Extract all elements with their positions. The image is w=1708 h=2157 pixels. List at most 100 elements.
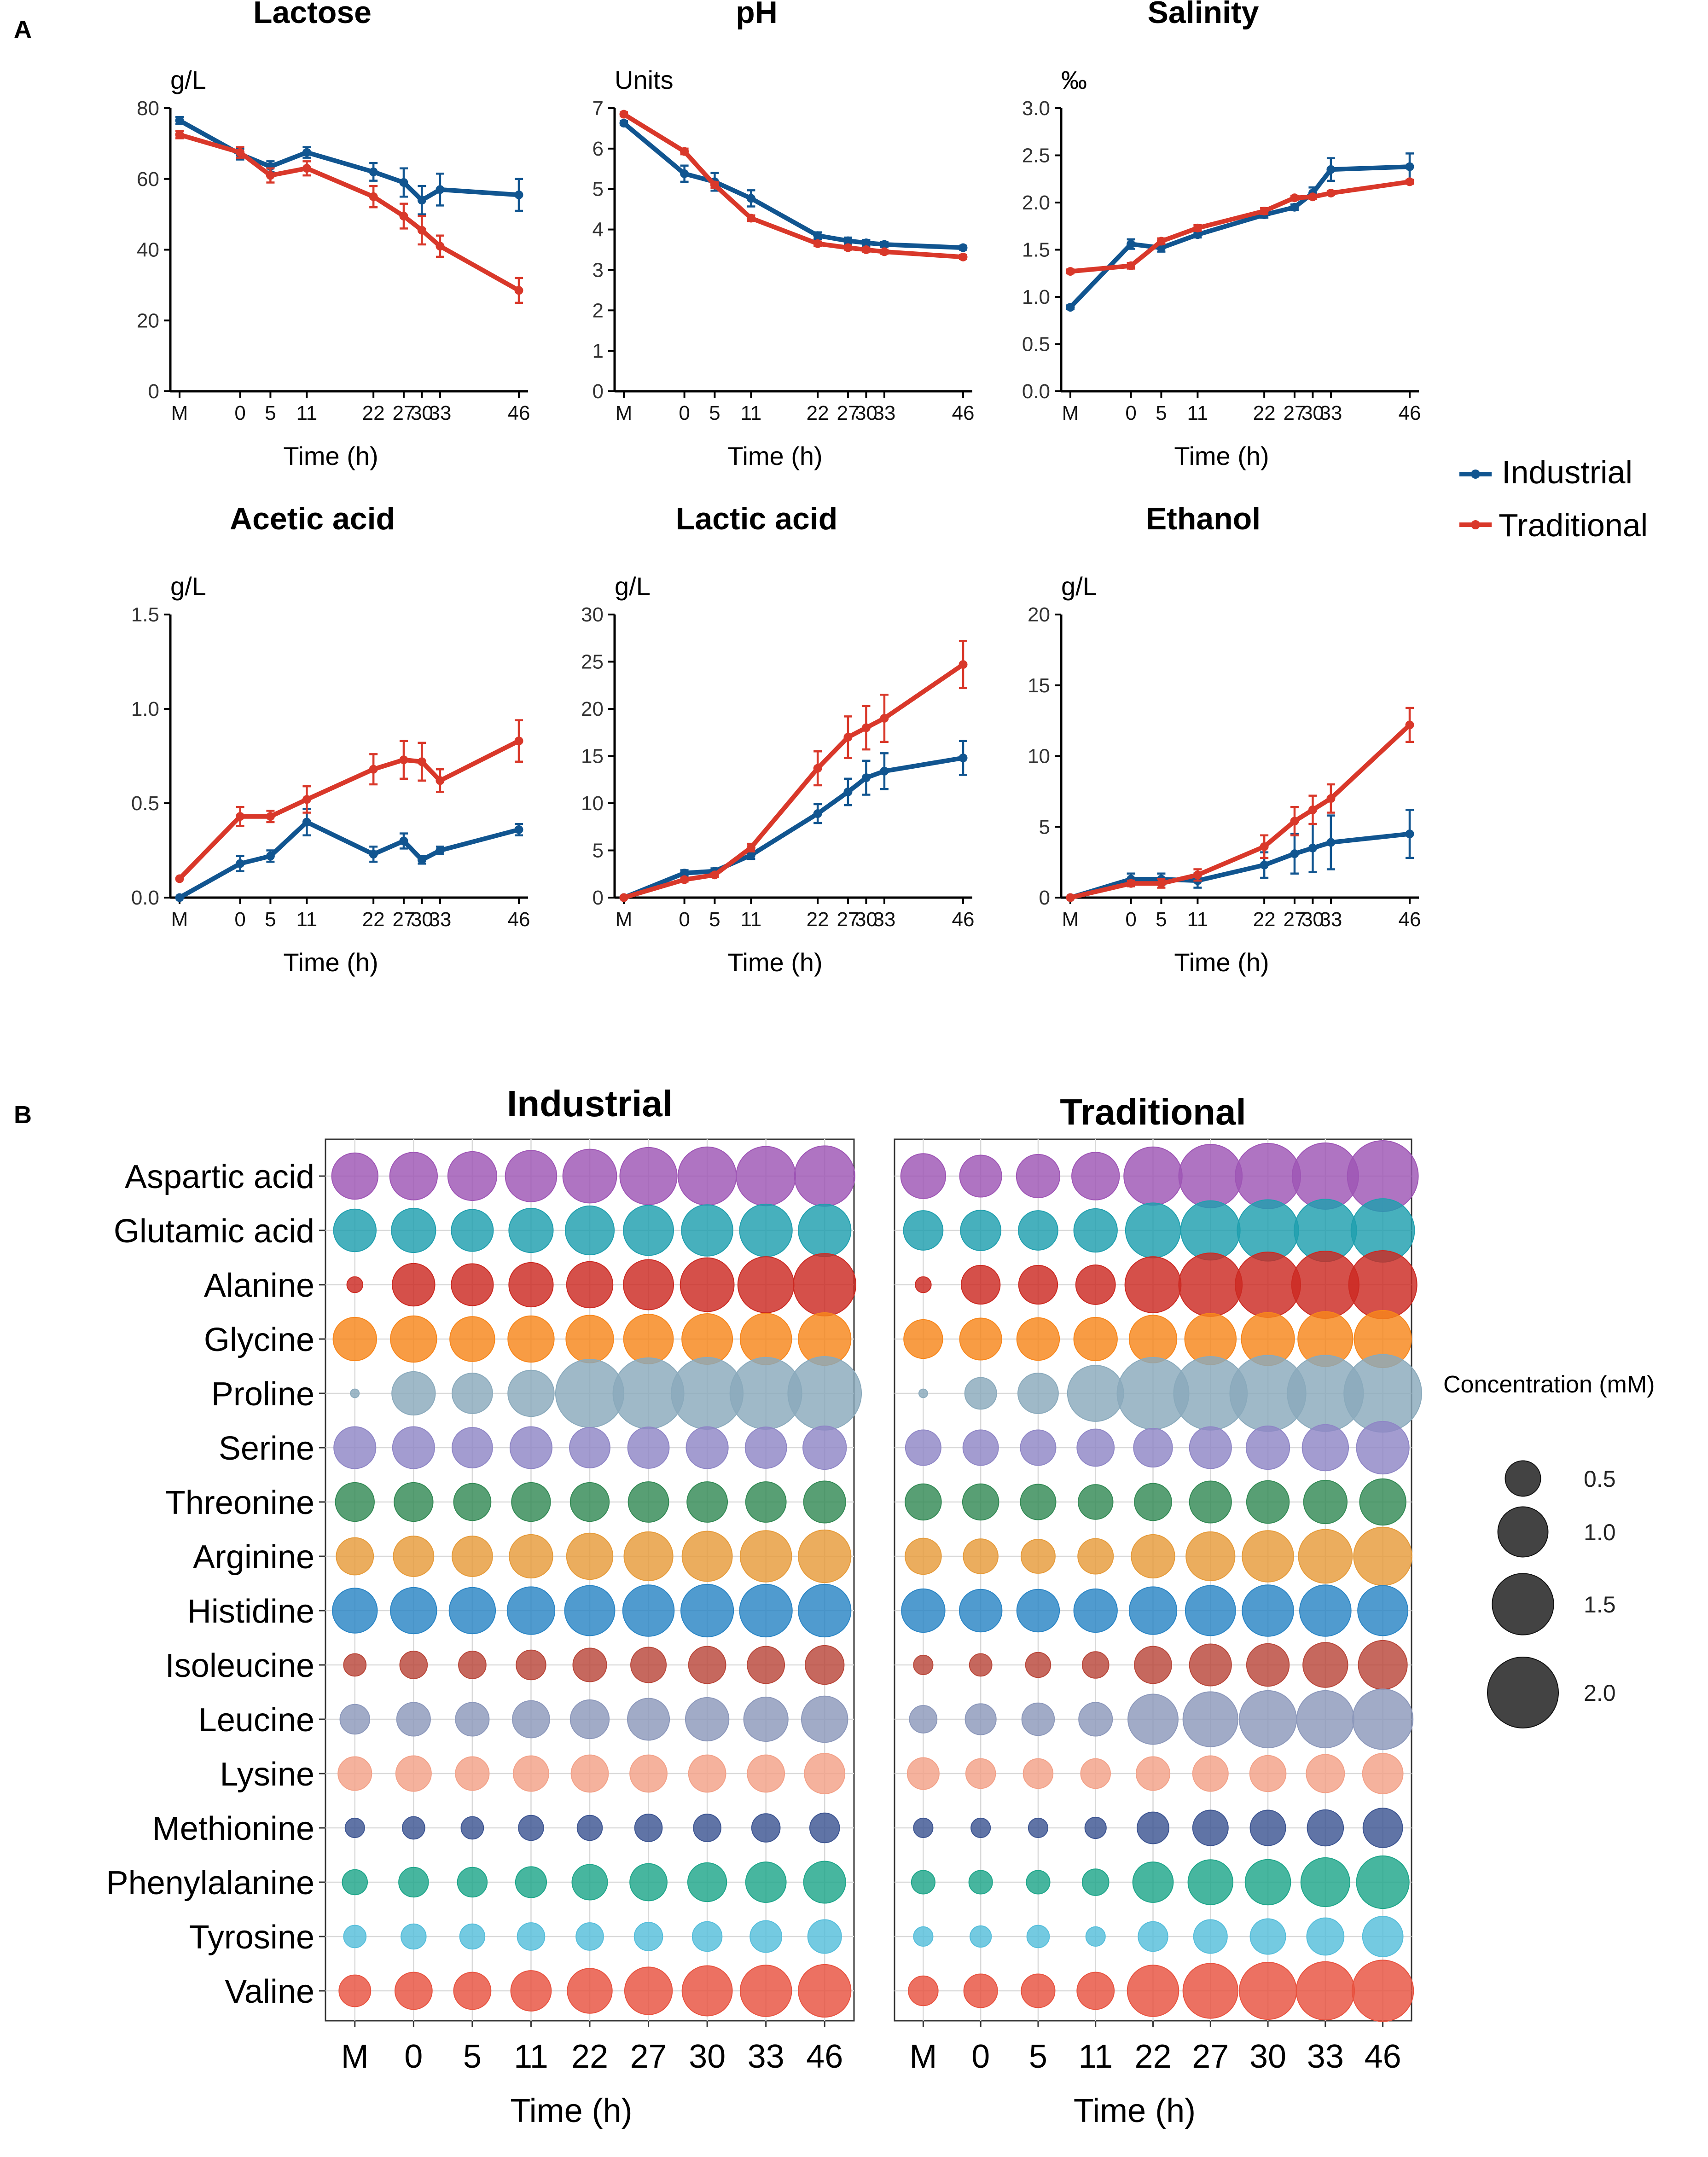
bubble-aspartic-acid	[1123, 1146, 1183, 1206]
data-point	[436, 776, 445, 785]
series-industrial	[175, 808, 523, 902]
row-label-glycine: Glycine	[204, 1322, 314, 1358]
bubble-aspartic-acid	[1178, 1144, 1243, 1208]
bubble-alanine	[793, 1253, 857, 1316]
x-tick-label: 33	[1319, 402, 1342, 424]
y-tick-label: 20	[137, 309, 159, 332]
bubble-methionine	[1084, 1816, 1107, 1839]
bubble-phenylalanine	[398, 1867, 429, 1898]
legend-industrial-marker	[1471, 470, 1480, 479]
x-tick-label: 22	[571, 2038, 608, 2075]
data-point	[1405, 162, 1414, 171]
x-tick-label: 5	[463, 2038, 482, 2075]
bubble-glycine	[332, 1316, 377, 1362]
panel-title: Industrial	[507, 1083, 673, 1124]
bubble-arginine	[681, 1531, 733, 1582]
series-industrial	[619, 740, 968, 902]
x-tick-label: 27	[1192, 2038, 1229, 2075]
y-tick-label: 0	[593, 380, 604, 403]
bubble-phenylalanine	[457, 1867, 488, 1898]
data-point	[436, 185, 445, 194]
line-legend: Industrial Traditional	[1459, 454, 1648, 543]
bubble-glycine	[390, 1315, 437, 1363]
bubble-phenylalanine	[515, 1866, 547, 1898]
x-tick-label: 30	[411, 908, 433, 931]
y-axis-unit-label: g/L	[1061, 572, 1097, 601]
size-legend-title: Concentration (mM)	[1443, 1371, 1655, 1398]
data-point	[619, 110, 628, 119]
bubble-phenylalanine	[342, 1869, 368, 1896]
bubble-methionine	[751, 1813, 781, 1843]
y-tick-label: 1.5	[131, 603, 159, 626]
bubble-alanine	[451, 1263, 494, 1306]
series-line	[623, 662, 964, 900]
data-point	[619, 119, 628, 128]
x-axis-title: Time (h)	[283, 441, 378, 470]
bubble-glycine	[565, 1315, 614, 1363]
row-label-alanine: Alanine	[204, 1267, 314, 1304]
x-tick-label: 11	[514, 2038, 548, 2075]
row-label-tyrosine: Tyrosine	[189, 1919, 314, 1956]
bubble-serine	[744, 1426, 787, 1469]
bubble-valine	[1021, 1973, 1056, 2008]
bubble-phenylalanine	[1132, 1861, 1174, 1903]
data-point	[959, 754, 968, 763]
bubble-alanine	[1348, 1250, 1418, 1320]
bubble-proline	[964, 1377, 997, 1410]
bubble-histidine	[448, 1587, 496, 1635]
bubble-proline	[391, 1371, 436, 1416]
bubble-phenylalanine	[968, 1870, 993, 1895]
x-tick-label: 46	[508, 908, 530, 931]
bubble-serine	[905, 1429, 941, 1466]
bubble-lysine	[688, 1754, 726, 1793]
bubble-leucine	[801, 1695, 848, 1743]
bubble-lysine	[906, 1757, 940, 1790]
data-point	[843, 733, 853, 742]
panel-label-a: A	[14, 16, 32, 43]
bubble-proline	[787, 1356, 862, 1431]
bubble-phenylalanine	[911, 1870, 935, 1895]
bubble-aspartic-acid	[1071, 1152, 1120, 1200]
bubble-histidine	[1016, 1589, 1060, 1633]
bubble-alanine	[1124, 1256, 1182, 1313]
bubble-threonine	[962, 1483, 999, 1521]
bubble-arginine	[336, 1537, 374, 1576]
y-axis-unit-label: g/L	[615, 572, 651, 601]
y-tick-label: 1.0	[1022, 286, 1050, 308]
bubble-panel-industrial: M 0 5 11 22 27 30 33 46 Industrial Time (h)	[325, 1083, 862, 2129]
size-legend-bubble	[1492, 1573, 1554, 1635]
bubble-glutamic-acid	[451, 1209, 494, 1252]
bubble-histidine	[1128, 1586, 1178, 1635]
bubble-valine	[624, 1966, 673, 2015]
y-tick-label: 25	[581, 651, 604, 673]
bubble-arginine	[566, 1532, 614, 1580]
bubble-phenylalanine	[1081, 1868, 1110, 1896]
bubble-serine	[1301, 1424, 1349, 1472]
bubble-alanine	[1178, 1252, 1243, 1317]
x-tick-label: 30	[1301, 402, 1324, 424]
bubble-glycine	[959, 1317, 1002, 1361]
bubble-aspartic-acid	[389, 1152, 438, 1200]
x-tick-label: 22	[1253, 402, 1276, 424]
y-tick-label: 7	[593, 97, 604, 120]
bubble-threonine	[627, 1481, 669, 1523]
bubble-phenylalanine	[1356, 1855, 1410, 1909]
y-tick-label: 0.0	[131, 887, 159, 909]
bubble-glutamic-acid	[1073, 1208, 1118, 1253]
data-point	[813, 764, 822, 773]
data-point	[1193, 870, 1202, 880]
bubble-alanine	[623, 1259, 674, 1310]
data-point	[880, 766, 889, 776]
data-point	[175, 893, 184, 902]
bubble-tyrosine	[1306, 1917, 1345, 1956]
bubble-valine	[798, 1964, 852, 2018]
data-point	[746, 194, 755, 203]
x-tick-label: M	[171, 402, 188, 424]
y-tick-label: 1.5	[1022, 239, 1050, 261]
data-point	[417, 855, 426, 864]
bubble-alanine	[680, 1257, 735, 1312]
x-tick-label: 5	[265, 402, 276, 424]
bubble-glycine	[623, 1314, 674, 1364]
x-tick-label: M	[616, 402, 633, 424]
